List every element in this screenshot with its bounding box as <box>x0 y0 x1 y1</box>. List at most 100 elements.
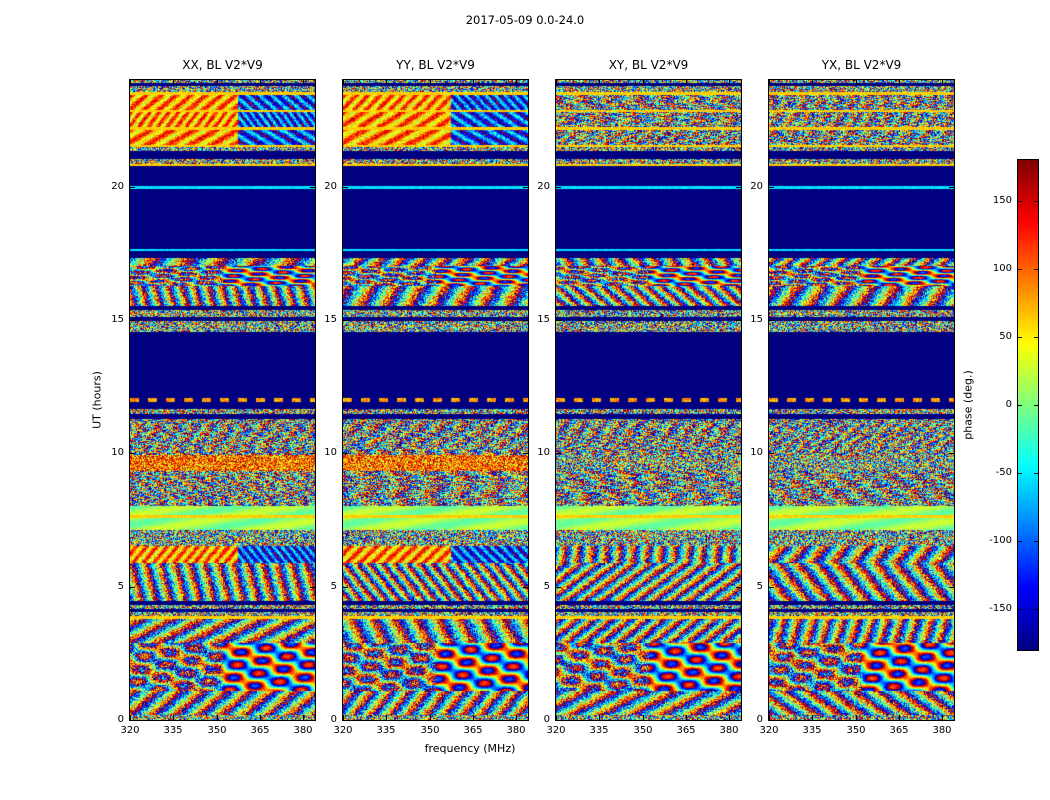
x-tick-mark <box>217 80 218 85</box>
heatmap-xy <box>555 79 742 721</box>
x-tick-label: 320 <box>120 725 140 736</box>
y-tick-mark <box>130 187 135 188</box>
x-tick-label: 320 <box>759 725 779 736</box>
x-tick-mark <box>556 715 557 720</box>
y-tick-mark <box>523 320 528 321</box>
colorbar-tick-mark <box>1018 201 1022 202</box>
colorbar-tick-label: 150 <box>992 195 1012 206</box>
colorbar-tick-mark <box>1034 541 1038 542</box>
x-axis-label: frequency (MHz) <box>424 742 516 755</box>
colorbar-tick-label: 50 <box>999 331 1012 342</box>
y-tick-mark <box>130 453 135 454</box>
y-tick-mark <box>769 453 774 454</box>
panel-title-yx: YX, BL V2*V9 <box>821 58 902 72</box>
x-tick-mark <box>769 80 770 85</box>
y-tick-label: 0 <box>543 714 550 725</box>
y-tick-mark <box>523 453 528 454</box>
y-tick-mark <box>949 187 954 188</box>
y-tick-mark <box>310 187 315 188</box>
colorbar-tick-mark <box>1034 405 1038 406</box>
y-tick-label: 0 <box>330 714 337 725</box>
y-tick-mark <box>736 720 741 721</box>
y-axis-label: UT (hours) <box>90 371 104 429</box>
x-tick-mark <box>217 715 218 720</box>
y-tick-mark <box>949 720 954 721</box>
y-tick-label: 15 <box>111 314 124 325</box>
x-tick-label: 365 <box>463 725 483 736</box>
y-tick-mark <box>556 320 561 321</box>
x-tick-mark <box>856 80 857 85</box>
y-tick-label: 5 <box>330 581 337 592</box>
colorbar-tick-mark <box>1018 405 1022 406</box>
colorbar-tick-mark <box>1018 473 1022 474</box>
y-tick-mark <box>310 587 315 588</box>
x-tick-mark <box>473 715 474 720</box>
y-tick-label: 15 <box>537 314 550 325</box>
y-tick-label: 20 <box>750 181 763 192</box>
x-tick-mark <box>386 715 387 720</box>
panel-title-xx: XX, BL V2*V9 <box>182 58 263 72</box>
x-tick-mark <box>130 715 131 720</box>
heatmap-yy <box>342 79 529 721</box>
x-tick-label: 335 <box>376 725 396 736</box>
x-tick-mark <box>343 715 344 720</box>
y-tick-label: 20 <box>111 181 124 192</box>
y-tick-label: 10 <box>750 447 763 458</box>
colorbar-tick-mark <box>1034 201 1038 202</box>
y-tick-mark <box>130 320 135 321</box>
y-tick-mark <box>556 187 561 188</box>
colorbar-tick-mark <box>1034 337 1038 338</box>
x-tick-mark <box>942 715 943 720</box>
x-tick-label: 380 <box>506 725 526 736</box>
y-tick-mark <box>556 587 561 588</box>
y-tick-mark <box>130 587 135 588</box>
colorbar-tick-mark <box>1018 337 1022 338</box>
x-tick-mark <box>643 80 644 85</box>
y-tick-mark <box>769 320 774 321</box>
panel-title-yy: YY, BL V2*V9 <box>396 58 475 72</box>
y-tick-mark <box>343 587 348 588</box>
x-tick-mark <box>599 715 600 720</box>
y-tick-mark <box>343 187 348 188</box>
colorbar-tick-label: 0 <box>1005 399 1012 410</box>
y-tick-label: 0 <box>117 714 124 725</box>
x-tick-label: 350 <box>207 725 227 736</box>
x-tick-mark <box>942 80 943 85</box>
colorbar-tick-label: -50 <box>995 467 1012 478</box>
y-tick-label: 5 <box>117 581 124 592</box>
x-tick-mark <box>173 80 174 85</box>
x-tick-label: 335 <box>802 725 822 736</box>
y-tick-mark <box>310 720 315 721</box>
y-tick-mark <box>736 320 741 321</box>
y-tick-label: 5 <box>543 581 550 592</box>
y-tick-mark <box>736 453 741 454</box>
y-tick-mark <box>769 720 774 721</box>
x-tick-label: 320 <box>546 725 566 736</box>
y-tick-mark <box>736 587 741 588</box>
x-tick-mark <box>473 80 474 85</box>
x-tick-label: 365 <box>889 725 909 736</box>
x-tick-mark <box>643 715 644 720</box>
x-tick-label: 350 <box>846 725 866 736</box>
colorbar-tick-mark <box>1034 473 1038 474</box>
x-tick-mark <box>856 715 857 720</box>
y-tick-mark <box>343 720 348 721</box>
x-tick-mark <box>812 80 813 85</box>
colorbar-tick-label: -150 <box>989 603 1012 614</box>
y-tick-label: 20 <box>537 181 550 192</box>
y-tick-label: 5 <box>756 581 763 592</box>
heatmap-yx <box>768 79 955 721</box>
x-tick-mark <box>769 715 770 720</box>
colorbar-tick-label: 100 <box>992 263 1012 274</box>
y-tick-label: 10 <box>324 447 337 458</box>
x-tick-mark <box>260 80 261 85</box>
x-tick-mark <box>729 80 730 85</box>
x-tick-mark <box>303 80 304 85</box>
x-tick-mark <box>343 80 344 85</box>
x-tick-mark <box>686 80 687 85</box>
y-tick-label: 15 <box>324 314 337 325</box>
x-tick-label: 380 <box>932 725 952 736</box>
x-tick-mark <box>899 80 900 85</box>
x-tick-mark <box>130 80 131 85</box>
